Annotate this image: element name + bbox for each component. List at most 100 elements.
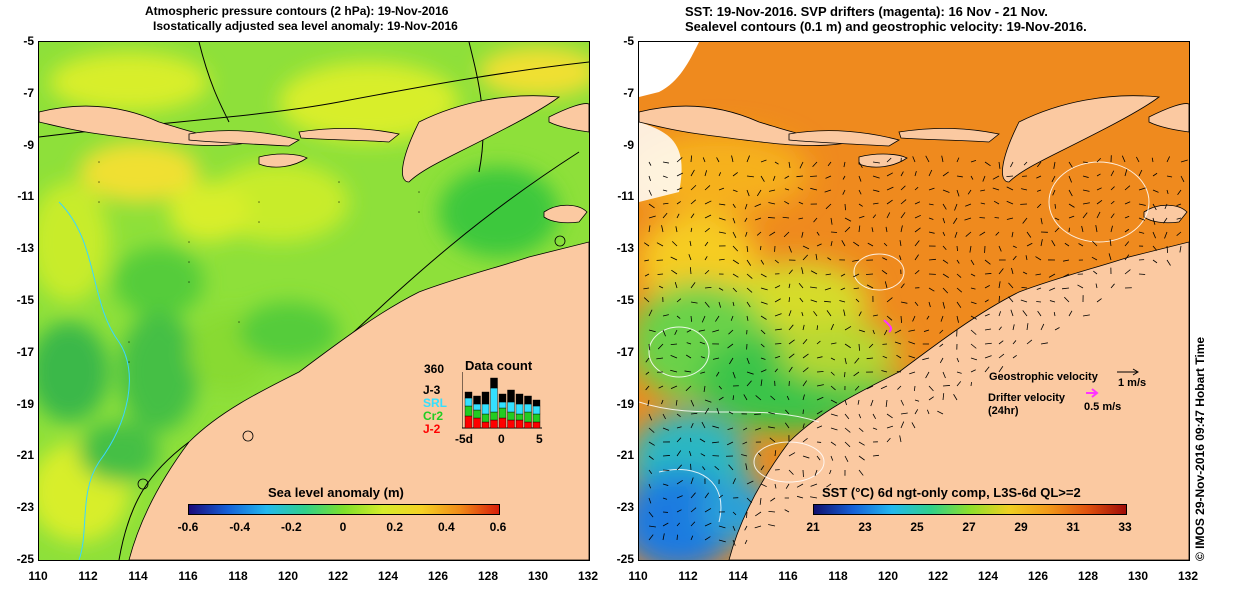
data-count-bar [532, 413, 541, 423]
lat-tick-left: -13 [16, 241, 34, 256]
lat-tick-right: -23 [616, 500, 634, 515]
data-count-xlabel: 5 [536, 432, 543, 446]
data-count-bar [524, 421, 532, 429]
lon-tick-right: 122 [927, 569, 949, 583]
sst-colorbar-title: SST (°C) 6d ngt-only comp, L3S-6d QL>=2 [822, 485, 1081, 500]
data-count-bar [490, 419, 498, 429]
lat-tick-left: -15 [16, 293, 34, 307]
data-count-legend-item: SRL [423, 396, 447, 410]
sst-colorbar-label: 27 [962, 520, 976, 534]
lat-tick-left: -19 [16, 396, 34, 411]
drifter-velocity-label-24hr: (24hr) [988, 405, 1019, 417]
left-title-line1: Atmospheric pressure contours (2 hPa): 1… [145, 4, 449, 18]
data-count-bar [515, 393, 524, 405]
lat-tick-right: -11 [617, 189, 634, 204]
data-count-xlabel: 0 [498, 432, 505, 446]
lon-tick-right: 114 [728, 569, 748, 583]
lat-tick-right: -25 [616, 552, 634, 566]
sst-colorbar-label: 23 [858, 520, 872, 534]
lon-tick-right: 132 [1177, 569, 1199, 583]
data-count-legend-item: J-2 [423, 422, 441, 436]
sst-colorbar-label: 29 [1014, 520, 1028, 534]
lon-tick-left: 122 [327, 569, 349, 583]
lat-tick-right: -17 [616, 344, 634, 359]
sea-level-anomaly-map[interactable] [38, 41, 590, 561]
sst-colorbar [813, 504, 1127, 515]
data-count-bar [524, 403, 532, 413]
lon-tick-right: 128 [1077, 569, 1099, 583]
lat-tick-right: -15 [616, 293, 634, 307]
data-count-max: 360 [424, 362, 445, 376]
lat-tick-left: -21 [16, 448, 34, 463]
data-count-bar [507, 411, 515, 421]
lon-tick-right: 126 [1027, 569, 1049, 583]
data-count-bar [532, 421, 541, 429]
drifter-velocity-scale: 0.5 m/s [1084, 401, 1122, 413]
lon-tick-right: 120 [877, 569, 899, 583]
lon-tick-left: 112 [78, 569, 98, 583]
data-count-bar [473, 409, 481, 419]
data-count-bar [481, 421, 490, 429]
lat-tick-right: -21 [616, 448, 634, 463]
lon-tick-left: 130 [527, 569, 549, 583]
lon-tick-right: 124 [977, 569, 999, 583]
lat-tick-left: -17 [16, 344, 34, 359]
lon-tick-left: 118 [228, 569, 248, 583]
data-count-bar [524, 395, 532, 405]
data-count-bar [532, 405, 541, 415]
sla-colorbar [188, 504, 500, 515]
drifter-arrow-icon [1086, 388, 1099, 398]
sla-colorbar-label: 0.4 [437, 520, 455, 534]
data-count-bar [507, 389, 515, 403]
data-count-bar [490, 387, 498, 413]
data-count-bar [481, 413, 490, 423]
data-count-bar [515, 403, 524, 415]
imos-credit: © IMOS 29-Nov-2016 09:47 Hobart Time [1193, 336, 1207, 561]
lon-tick-left: 116 [178, 569, 198, 583]
data-count-bar [464, 415, 473, 429]
data-count-bar [498, 401, 507, 409]
lon-tick-left: 114 [128, 569, 148, 583]
data-count-bar [498, 417, 507, 429]
data-count-bar [473, 417, 481, 429]
lat-tick-right: -5 [623, 34, 634, 48]
data-count-bar [524, 411, 532, 423]
data-count-xlabel: -5d [455, 432, 473, 446]
data-count-bar [515, 419, 524, 429]
lon-tick-right: 112 [678, 569, 698, 583]
data-count-chart [462, 372, 542, 429]
lat-tick-right: -7 [623, 85, 634, 100]
geo-velocity-arrow-icon [1117, 368, 1139, 376]
lat-tick-left: -25 [16, 552, 34, 566]
data-count-bar [490, 411, 498, 421]
data-count-title: Data count [465, 358, 533, 373]
data-count-bar [498, 393, 507, 403]
lat-tick-left: -9 [23, 137, 34, 152]
sla-colorbar-label: -0.4 [229, 520, 250, 534]
sla-colorbar-label: -0.6 [177, 520, 199, 534]
lon-tick-left: 132 [577, 569, 599, 583]
lon-tick-left: 120 [277, 569, 299, 583]
data-count-bar [490, 377, 498, 389]
data-count-legend-item: J-3 [423, 383, 441, 397]
data-count-bar [464, 397, 473, 407]
lon-tick-right: 116 [778, 569, 798, 583]
lon-tick-left: 124 [377, 569, 399, 583]
sla-colorbar-label: -0.2 [280, 520, 302, 534]
data-count-bar [481, 391, 490, 405]
sst-map[interactable] [638, 41, 1190, 561]
lat-tick-right: -9 [623, 137, 634, 152]
data-count-bar [498, 407, 507, 419]
sst-colorbar-label: 33 [1118, 520, 1132, 534]
lon-tick-right: 130 [1127, 569, 1149, 583]
lon-tick-right: 118 [828, 569, 848, 583]
lon-tick-left: 126 [427, 569, 449, 583]
right-title-line2: Sealevel contours (0.1 m) and geostrophi… [685, 19, 1087, 34]
right-title-line1: SST: 19-Nov-2016. SVP drifters (magenta)… [685, 4, 1048, 19]
data-count-bar [481, 403, 490, 415]
data-count-bar [507, 419, 515, 429]
data-count-bar [473, 403, 481, 411]
data-count-legend-item: Cr2 [423, 409, 444, 423]
sla-colorbar-title: Sea level anomaly (m) [268, 485, 404, 500]
sla-colorbar-label: 0 [339, 520, 347, 534]
